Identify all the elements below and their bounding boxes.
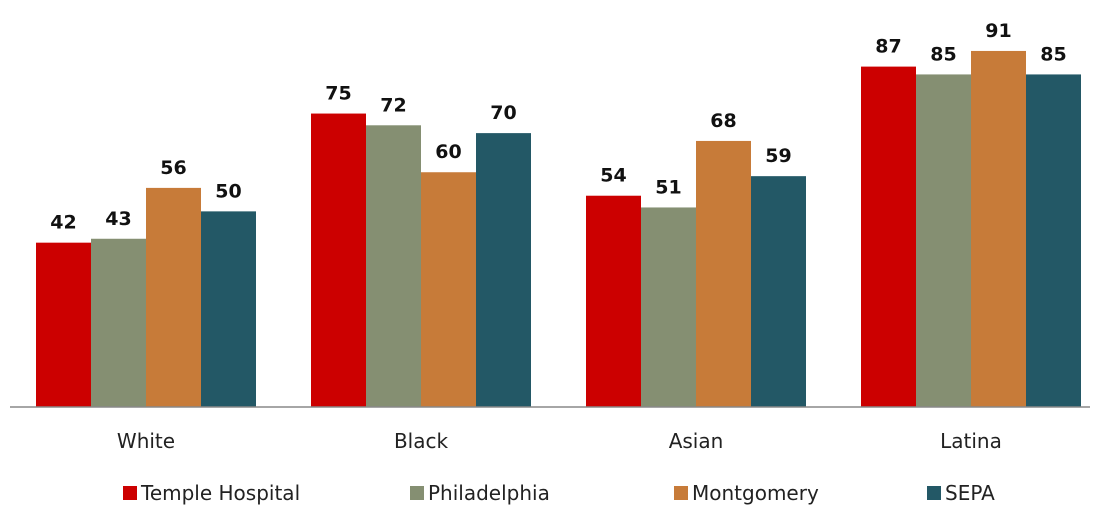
value-label-black-temple-hospital: 75 [325, 83, 351, 105]
bar-white-temple-hospital [36, 242, 91, 407]
bar-latina-sepa [1026, 74, 1081, 407]
value-label-asian-philadelphia: 51 [655, 176, 681, 198]
value-label-asian-sepa: 59 [765, 145, 791, 167]
bar-latina-montgomery [971, 50, 1026, 408]
value-label-latina-temple-hospital: 87 [875, 36, 901, 58]
value-label-black-sepa: 70 [490, 102, 516, 124]
bar-white-montgomery [146, 187, 201, 407]
value-label-latina-philadelphia: 85 [930, 43, 956, 65]
bar-black-sepa [476, 133, 531, 407]
category-label-asian: Asian [669, 429, 724, 453]
value-label-latina-sepa: 85 [1040, 43, 1066, 65]
value-label-black-montgomery: 60 [435, 141, 461, 163]
bar-black-temple-hospital [311, 113, 366, 407]
value-label-asian-montgomery: 68 [710, 110, 736, 132]
bar-latina-temple-hospital [861, 66, 916, 408]
legend-swatch-philadelphia [410, 486, 424, 500]
legend-swatch-sepa [927, 486, 941, 500]
category-labels-layer: White Black Asian Latina [117, 429, 1002, 453]
value-label-asian-temple-hospital: 54 [600, 165, 626, 187]
value-label-white-montgomery: 56 [160, 157, 186, 179]
category-label-white: White [117, 429, 175, 453]
legend-label-sepa: SEPA [945, 481, 995, 505]
category-label-latina: Latina [940, 429, 1002, 453]
legend-label-philadelphia: Philadelphia [428, 481, 550, 505]
legend-label-temple-hospital: Temple Hospital [140, 481, 300, 505]
bar-white-sepa [201, 211, 256, 407]
legend-swatch-temple-hospital [123, 486, 137, 500]
category-label-black: Black [394, 429, 449, 453]
legend-swatch-montgomery [674, 486, 688, 500]
bar-asian-temple-hospital [586, 195, 641, 407]
bar-black-montgomery [421, 172, 476, 407]
bars-layer [36, 50, 1081, 408]
bar-white-philadelphia [91, 238, 146, 407]
legend: Temple Hospital Philadelphia Montgomery SEP… [123, 481, 995, 505]
value-label-white-temple-hospital: 42 [50, 212, 76, 234]
bar-asian-montgomery [696, 140, 751, 407]
legend-label-montgomery: Montgomery [692, 481, 819, 505]
bar-asian-philadelphia [641, 207, 696, 407]
bar-black-philadelphia [366, 125, 421, 407]
value-label-white-sepa: 50 [215, 180, 241, 202]
bar-asian-sepa [751, 176, 806, 407]
value-labels-layer: 42 43 56 50 75 72 60 70 54 51 68 59 87 85 91 85 [50, 20, 1066, 234]
value-label-white-philadelphia: 43 [105, 208, 131, 230]
bar-latina-philadelphia [916, 74, 971, 407]
value-label-black-philadelphia: 72 [380, 94, 406, 116]
value-label-latina-montgomery: 91 [985, 20, 1011, 42]
